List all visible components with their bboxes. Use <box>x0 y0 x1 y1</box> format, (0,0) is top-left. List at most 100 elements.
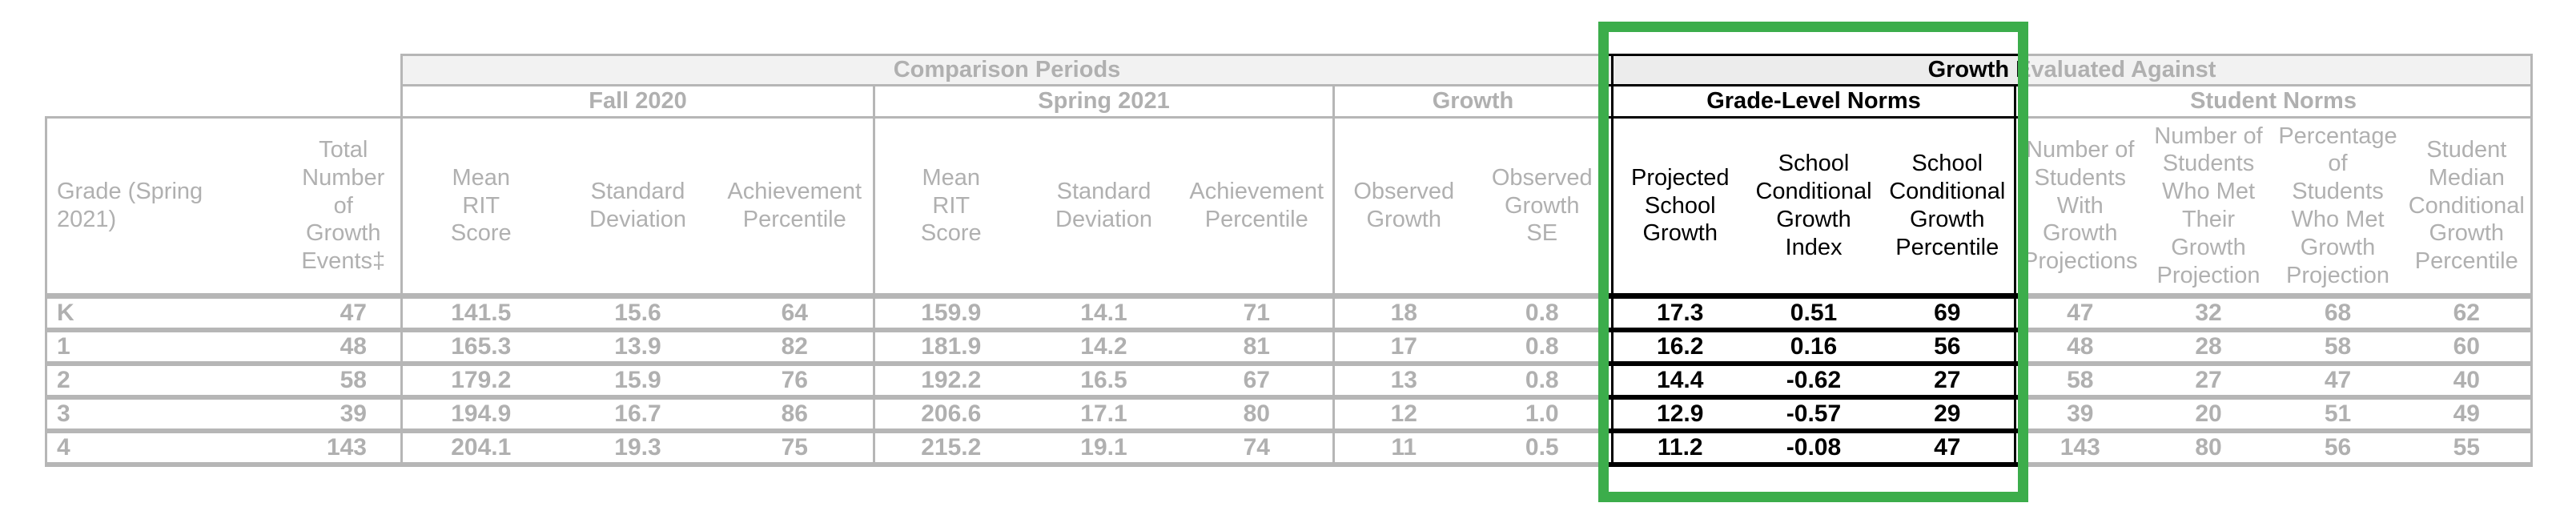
value-cell: 69 <box>1880 296 2015 332</box>
value-cell: 0.8 <box>1473 296 1613 332</box>
value-cell: 82 <box>716 330 874 366</box>
value-cell: 17.1 <box>1027 397 1181 433</box>
value-cell: 192.2 <box>873 364 1027 400</box>
value-cell: 51 <box>2273 397 2403 433</box>
column-header-school-conditional-growth-index: School Conditional Growth Index <box>1746 116 1881 299</box>
value-cell: 58 <box>2273 330 2403 366</box>
column-header-spring-achievement-percentile: Achievement Percentile <box>1180 116 1334 299</box>
value-cell: 194.9 <box>400 397 560 433</box>
comparison-periods-header: Comparison Periods <box>400 54 1614 86</box>
table-row: 2 58 179.2 15.9 76 192.2 16.5 67 13 0.8 14.4 -0.62 2… <box>45 364 2534 400</box>
value-cell: 16.7 <box>559 397 717 433</box>
grade-cell: 4 <box>45 431 242 467</box>
value-cell: 16.2 <box>1611 330 1747 366</box>
value-cell: 27 <box>2144 364 2273 400</box>
value-cell: 47 <box>241 296 402 332</box>
value-cell: 27 <box>1880 364 2015 400</box>
value-cell: 55 <box>2402 431 2534 467</box>
growth-header: Growth <box>1332 85 1614 119</box>
value-cell: 47 <box>2014 296 2144 332</box>
value-cell: 47 <box>2273 364 2403 400</box>
value-cell: 181.9 <box>873 330 1027 366</box>
value-cell: 80 <box>2144 431 2273 467</box>
column-header-spring-standard-deviation: Standard Deviation <box>1027 116 1181 299</box>
value-cell: -0.08 <box>1746 431 1881 467</box>
column-header-fall-achievement-percentile: Achievement Percentile <box>716 116 874 299</box>
column-header-students-met-growth-projection: Number of Students Who Met Their Growth … <box>2144 116 2273 299</box>
grade-cell: 3 <box>45 397 242 433</box>
value-cell: 20 <box>2144 397 2273 433</box>
fall-2020-header: Fall 2020 <box>400 85 875 119</box>
value-cell: 39 <box>241 397 402 433</box>
column-header-observed-growth: Observed Growth <box>1332 116 1473 299</box>
value-cell: 13 <box>1332 364 1473 400</box>
value-cell: 29 <box>1880 397 2015 433</box>
value-cell: 12 <box>1332 397 1473 433</box>
value-cell: 1.0 <box>1473 397 1613 433</box>
value-cell: 15.9 <box>559 364 717 400</box>
value-cell: 0.16 <box>1746 330 1881 366</box>
value-cell: 68 <box>2273 296 2403 332</box>
grade-cell: 2 <box>45 364 242 400</box>
value-cell: 60 <box>2402 330 2534 366</box>
column-header-students-with-growth-projections: Number of Students With Growth Projectio… <box>2014 116 2144 299</box>
value-cell: 74 <box>1180 431 1334 467</box>
value-cell: 56 <box>1880 330 2015 366</box>
table-body: K 47 141.5 15.6 64 159.9 14.1 71 18 0.8 17.3 0.51 69… <box>45 296 2534 467</box>
column-header-fall-mean-rit: Mean RIT Score <box>400 116 560 299</box>
value-cell: -0.57 <box>1746 397 1881 433</box>
value-cell: 86 <box>716 397 874 433</box>
value-cell: 0.8 <box>1473 364 1613 400</box>
value-cell: 64 <box>716 296 874 332</box>
table-row: 1 48 165.3 13.9 82 181.9 14.2 81 17 0.8 16.2 0.16 56… <box>45 330 2534 366</box>
value-cell: 28 <box>2144 330 2273 366</box>
value-cell: 11.2 <box>1611 431 1747 467</box>
value-cell: 76 <box>716 364 874 400</box>
header-spacer <box>46 85 402 118</box>
value-cell: 39 <box>2014 397 2144 433</box>
value-cell: 13.9 <box>559 330 717 366</box>
column-header-observed-growth-se: Observed Growth SE <box>1473 116 1613 299</box>
growth-evaluated-against-header: Growth Evaluated Against <box>1610 54 2534 86</box>
value-cell: 15.6 <box>559 296 717 332</box>
value-cell: 19.3 <box>559 431 717 467</box>
table-row: 4 143 204.1 19.3 75 215.2 19.1 74 11 0.5 11.2 -0.08… <box>45 431 2534 467</box>
value-cell: 58 <box>2014 364 2144 400</box>
value-cell: 215.2 <box>873 431 1027 467</box>
value-cell: 204.1 <box>400 431 560 467</box>
value-cell: 0.51 <box>1746 296 1881 332</box>
value-cell: 165.3 <box>400 330 560 366</box>
column-header-student-median-conditional-growth-percentile: Student Median Conditional Growth Percen… <box>2402 116 2534 299</box>
value-cell: 14.4 <box>1611 364 1747 400</box>
value-cell: 159.9 <box>873 296 1027 332</box>
grade-cell: K <box>45 296 242 332</box>
column-header-spring-mean-rit: Mean RIT Score <box>873 116 1027 299</box>
column-header-projected-school-growth: Projected School Growth <box>1611 116 1747 299</box>
student-norms-header: Student Norms <box>2013 85 2534 119</box>
column-header-total-growth-events: Total Number of Growth Events‡ <box>241 116 402 299</box>
value-cell: 12.9 <box>1611 397 1747 433</box>
value-cell: 141.5 <box>400 296 560 332</box>
value-cell: 58 <box>241 364 402 400</box>
value-cell: 17 <box>1332 330 1473 366</box>
header-spacer <box>46 54 402 86</box>
column-header-percentage-met-growth-projection: Percentage of Students Who Met Growth Pr… <box>2273 116 2403 299</box>
value-cell: 81 <box>1180 330 1334 366</box>
value-cell: 49 <box>2402 397 2534 433</box>
table-row: 3 39 194.9 16.7 86 206.6 17.1 80 12 1.0 12.9 -0.57 2… <box>45 397 2534 433</box>
value-cell: -0.62 <box>1746 364 1881 400</box>
value-cell: 0.5 <box>1473 431 1613 467</box>
value-cell: 17.3 <box>1611 296 1747 332</box>
column-header-fall-standard-deviation: Standard Deviation <box>559 116 717 299</box>
value-cell: 48 <box>241 330 402 366</box>
value-cell: 16.5 <box>1027 364 1181 400</box>
value-cell: 19.1 <box>1027 431 1181 467</box>
spring-2021-header: Spring 2021 <box>873 85 1335 119</box>
column-header-row: Grade (Spring 2021) Total Number of Grow… <box>45 116 2534 299</box>
value-cell: 71 <box>1180 296 1334 332</box>
value-cell: 80 <box>1180 397 1334 433</box>
value-cell: 40 <box>2402 364 2534 400</box>
table-row: K 47 141.5 15.6 64 159.9 14.1 71 18 0.8 17.3 0.51 69… <box>45 296 2534 332</box>
